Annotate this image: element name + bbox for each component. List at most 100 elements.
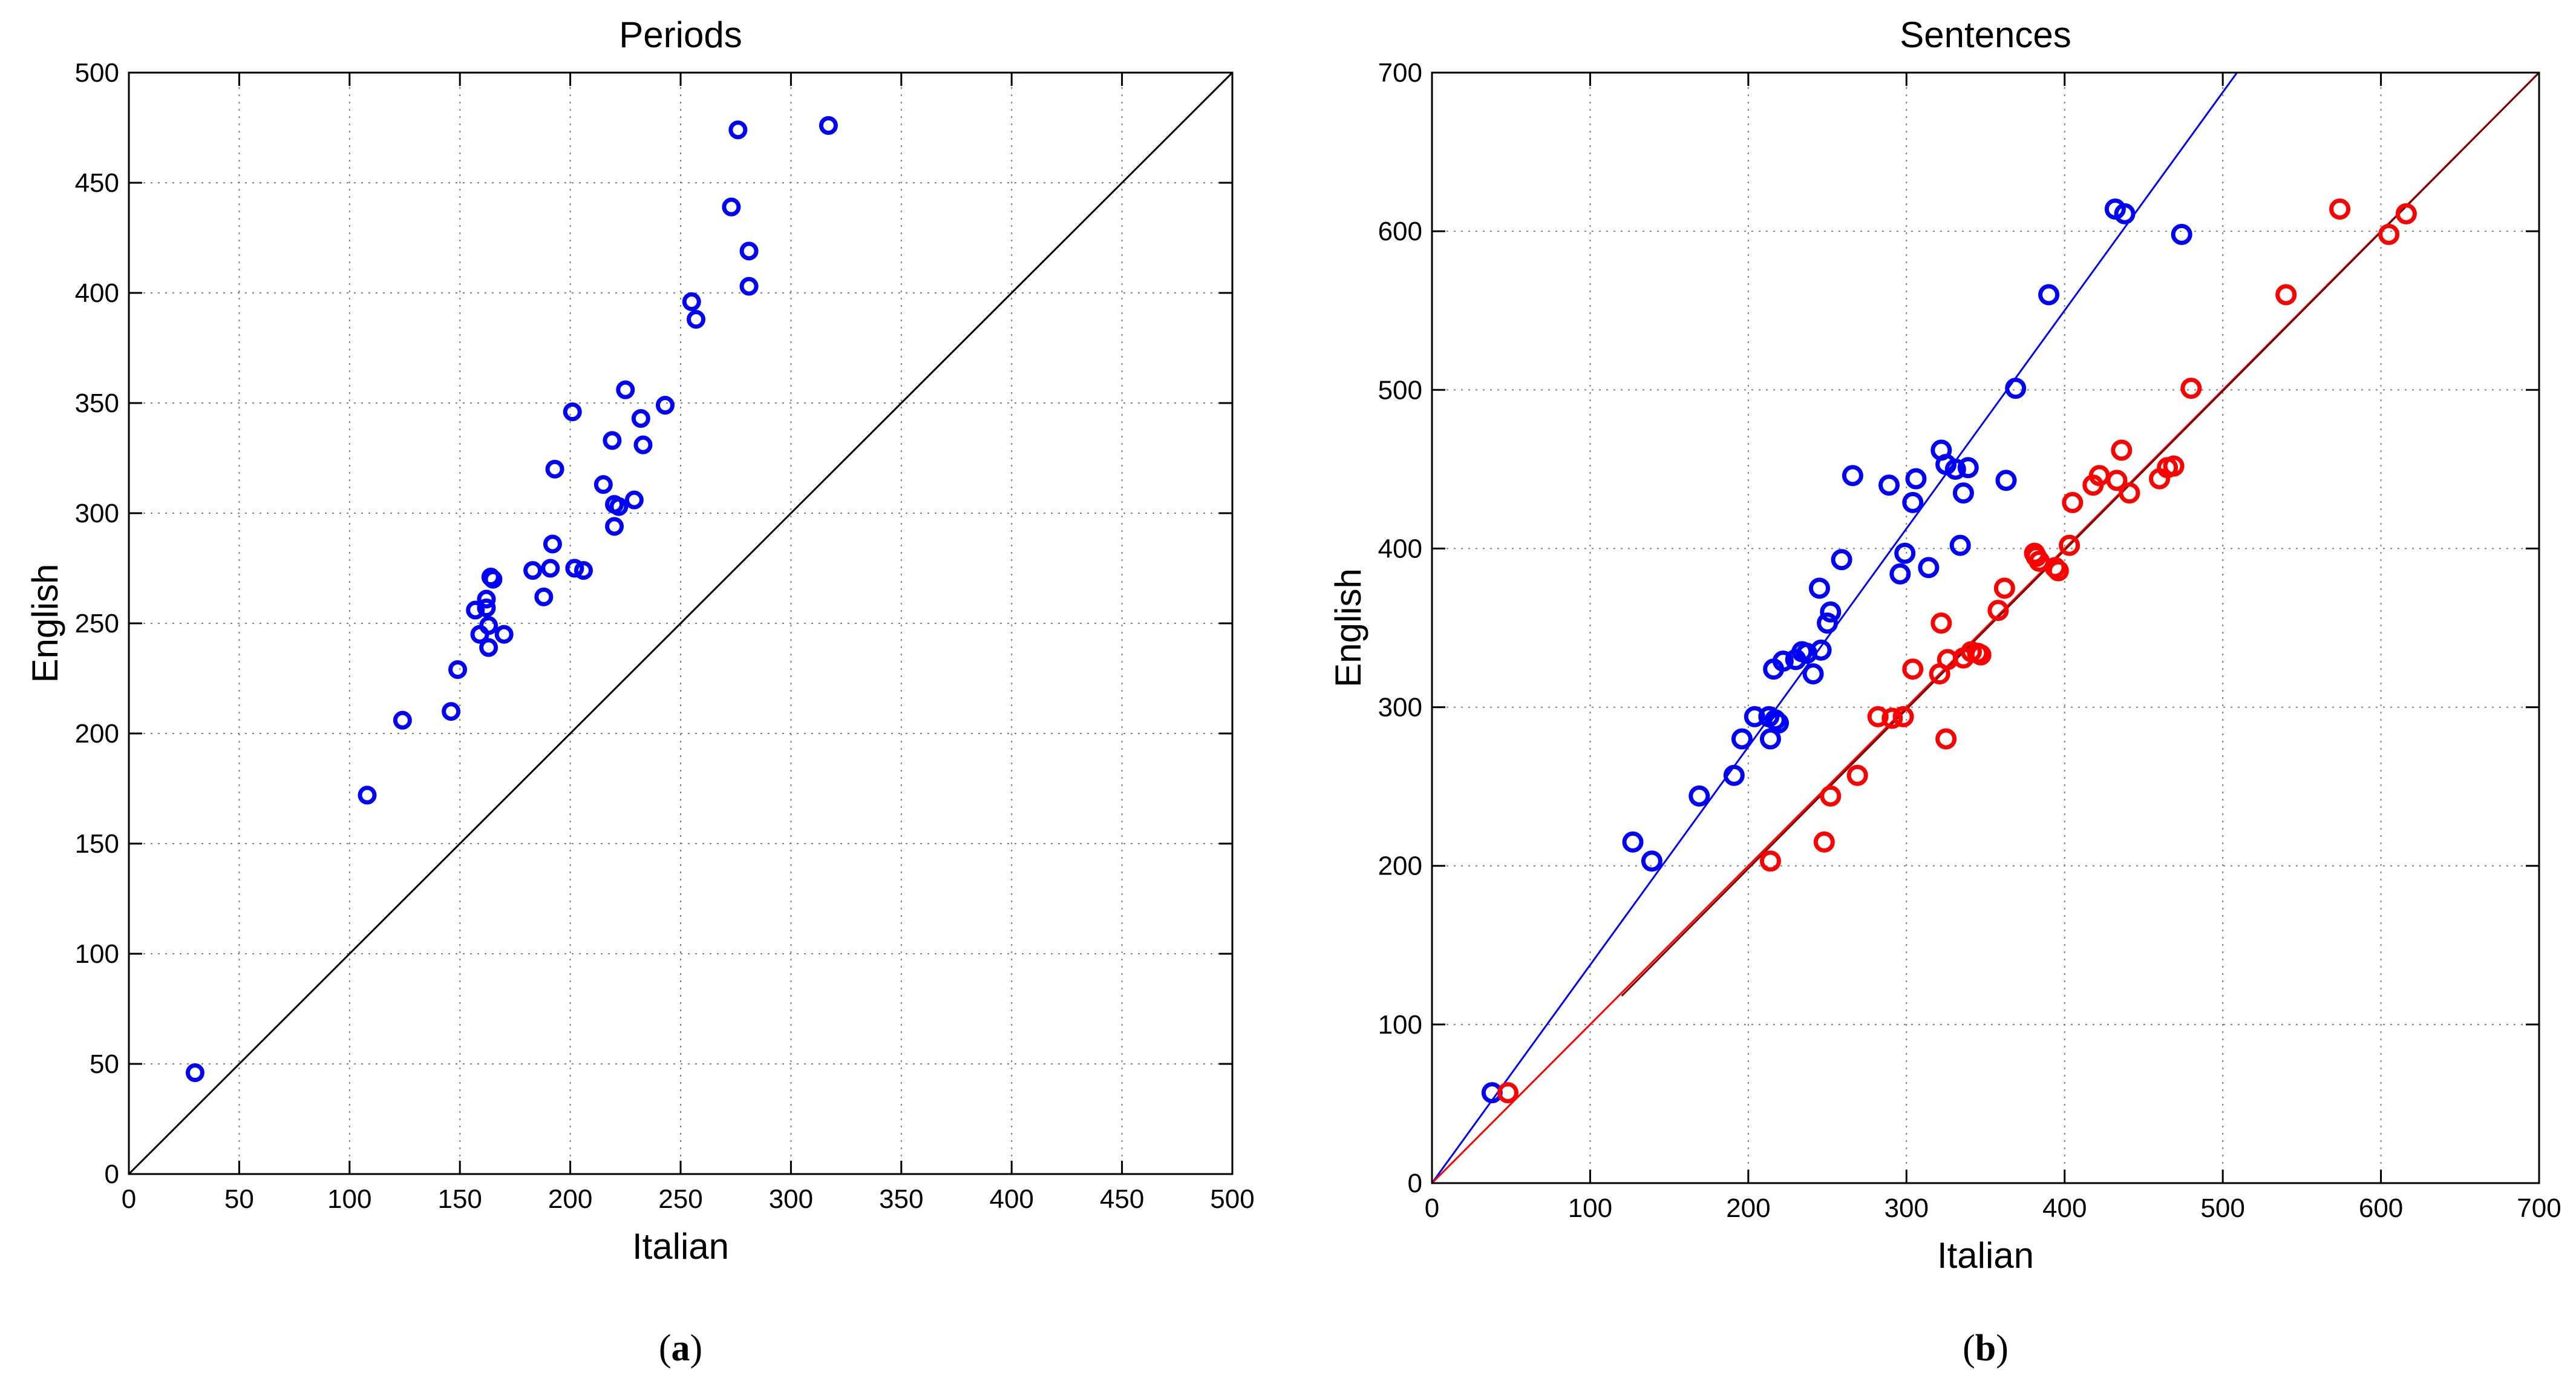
chart-sentences-grid — [1432, 73, 2539, 1183]
x-tick-label: 300 — [1885, 1193, 1929, 1223]
chart-periods-ticks: 0 50 100 150 200 250 300 350 400 450 500 0 50 100 150 2… — [75, 58, 1255, 1214]
data-point — [1846, 764, 1868, 786]
chart-periods-caption: (a) — [659, 1328, 702, 1369]
data-point — [655, 396, 675, 415]
chart-sentences-x-axis-label: Italian — [1937, 1235, 2034, 1276]
chart-periods-x-axis-label: Italian — [632, 1226, 729, 1267]
y-tick-label: 200 — [75, 719, 119, 749]
x-tick-label: 350 — [879, 1184, 923, 1214]
data-point — [483, 569, 503, 589]
caption-letter: b — [1975, 1328, 1996, 1369]
data-point — [616, 380, 635, 399]
data-point — [1935, 728, 1957, 750]
y-tick-label: 50 — [90, 1049, 119, 1079]
x-tick-label: 250 — [658, 1184, 702, 1214]
data-point — [1622, 831, 1644, 853]
data-point — [1759, 728, 1781, 750]
x-tick-label: 600 — [2359, 1193, 2403, 1223]
data-point — [1949, 534, 1971, 556]
y-tick-label: 600 — [1378, 217, 1422, 246]
data-point — [739, 241, 759, 261]
chart-periods: 0 50 100 150 200 250 300 350 400 450 500 0 50 100 150 2… — [25, 15, 1255, 1369]
data-point — [543, 534, 562, 554]
data-point — [1772, 651, 1794, 672]
fit-line — [1621, 71, 2540, 997]
data-point — [1817, 612, 1839, 634]
data-point — [185, 1063, 204, 1083]
x-tick-label: 500 — [2200, 1193, 2244, 1223]
data-point — [2119, 482, 2140, 504]
data-point — [1902, 491, 1924, 513]
chart-sentences-title: Sentences — [1900, 15, 2071, 55]
data-point — [1957, 457, 1979, 479]
x-tick-label: 0 — [122, 1184, 136, 1214]
data-point — [574, 561, 593, 580]
data-point — [739, 277, 759, 296]
data-point — [2106, 470, 2128, 491]
data-point — [479, 616, 499, 635]
data-point — [541, 559, 560, 578]
data-point — [1813, 831, 1835, 853]
data-point — [1820, 601, 1842, 623]
data-point — [1723, 764, 1745, 786]
data-point — [477, 599, 496, 618]
x-tick-label: 0 — [1425, 1193, 1439, 1223]
chart-sentences-lines — [1431, 71, 2540, 1184]
x-tick-label: 400 — [2042, 1193, 2087, 1223]
x-tick-label: 700 — [2517, 1193, 2561, 1223]
caption-open-paren: ( — [659, 1328, 672, 1369]
fit-line — [128, 71, 1234, 1175]
data-point — [631, 408, 650, 428]
data-point — [2047, 560, 2069, 582]
data-point — [624, 490, 644, 510]
data-point — [479, 638, 499, 657]
y-tick-label: 300 — [75, 499, 119, 528]
y-tick-label: 0 — [105, 1160, 119, 1189]
data-point — [1894, 542, 1916, 564]
y-tick-label: 400 — [1378, 534, 1422, 563]
data-point — [819, 116, 838, 135]
data-point — [466, 600, 485, 620]
data-point — [494, 625, 514, 644]
chart-periods-lines — [128, 71, 1234, 1175]
data-point — [687, 310, 706, 329]
data-point — [2059, 534, 2081, 556]
data-point — [565, 559, 584, 578]
data-point — [1993, 577, 2015, 599]
x-tick-label: 400 — [989, 1184, 1033, 1214]
chart-sentences-points — [1481, 198, 2417, 1104]
x-tick-label: 200 — [1726, 1193, 1770, 1223]
y-tick-label: 500 — [75, 58, 119, 88]
data-point — [1905, 468, 1927, 490]
data-point — [563, 402, 582, 422]
chart-periods-y-axis-label: English — [25, 564, 65, 683]
data-point — [1809, 577, 1830, 599]
data-point — [2378, 223, 2400, 245]
data-point — [722, 197, 741, 217]
data-point — [1987, 600, 2009, 622]
data-point — [448, 660, 468, 679]
data-point — [2180, 378, 2202, 399]
data-point — [1902, 658, 1924, 680]
chart-sentences: 0 100 200 300 400 500 600 700 0 100 200 300 400 500 60… — [1328, 15, 2561, 1369]
data-point — [1764, 709, 1786, 731]
data-point — [1995, 470, 2017, 491]
y-tick-label: 100 — [1378, 1010, 1422, 1040]
data-point — [2062, 491, 2084, 513]
data-point — [1744, 706, 1765, 727]
data-point — [477, 589, 496, 609]
data-point — [1918, 557, 1940, 579]
data-point — [2005, 378, 2027, 399]
chart-periods-points — [185, 116, 838, 1083]
data-point — [442, 702, 461, 721]
data-point — [1688, 785, 1710, 807]
caption-open-paren: ( — [1963, 1328, 1975, 1369]
y-tick-label: 700 — [1378, 58, 1422, 88]
data-point — [534, 587, 554, 606]
data-point — [1810, 639, 1832, 661]
data-point — [1641, 850, 1662, 872]
data-point — [593, 475, 613, 494]
data-point — [728, 120, 748, 140]
x-tick-label: 450 — [1100, 1184, 1144, 1214]
